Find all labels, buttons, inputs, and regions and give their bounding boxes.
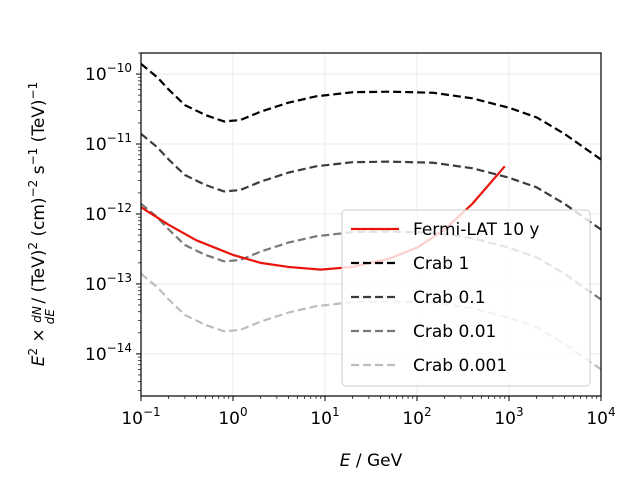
tick-labels: 10−1 100 101 102 103 104 10−14 10−13 10−12 10−11 1… (85, 61, 616, 429)
legend-label: Crab 0.01 (413, 322, 496, 342)
legend-box (341, 209, 591, 387)
y-tick-label: 10−14 (85, 341, 132, 365)
legend-label: Crab 0.001 (413, 356, 507, 376)
y-tick-label: 10−11 (85, 131, 132, 155)
y-axis-label: E2 × dNdE / (TeV)2 (cm)−2 s−1 (TeV)−1 (26, 82, 57, 367)
x-tick-label: 104 (586, 405, 615, 429)
x-tick-label: 103 (494, 405, 523, 429)
y-tick-label: 10−13 (85, 271, 132, 295)
x-tick-label: 101 (310, 405, 339, 429)
x-tick-label: 10−1 (121, 405, 160, 429)
y-tick-label: 10−12 (85, 201, 132, 225)
legend: Fermi-LAT 10 y Crab 1 Crab 0.1 Crab 0.01 Cra… (341, 209, 591, 387)
y-tick-label: 10−10 (85, 61, 132, 85)
series-line-1 (141, 62, 601, 161)
ticks (136, 52, 602, 401)
x-axis-label: E / GeV (340, 451, 403, 471)
legend-label: Crab 1 (413, 254, 469, 274)
series-line-2 (141, 132, 601, 231)
x-tick-label: 100 (218, 405, 247, 429)
legend-label: Crab 0.1 (413, 288, 486, 308)
legend-label: Fermi-LAT 10 y (413, 220, 539, 240)
x-tick-label: 102 (402, 405, 431, 429)
